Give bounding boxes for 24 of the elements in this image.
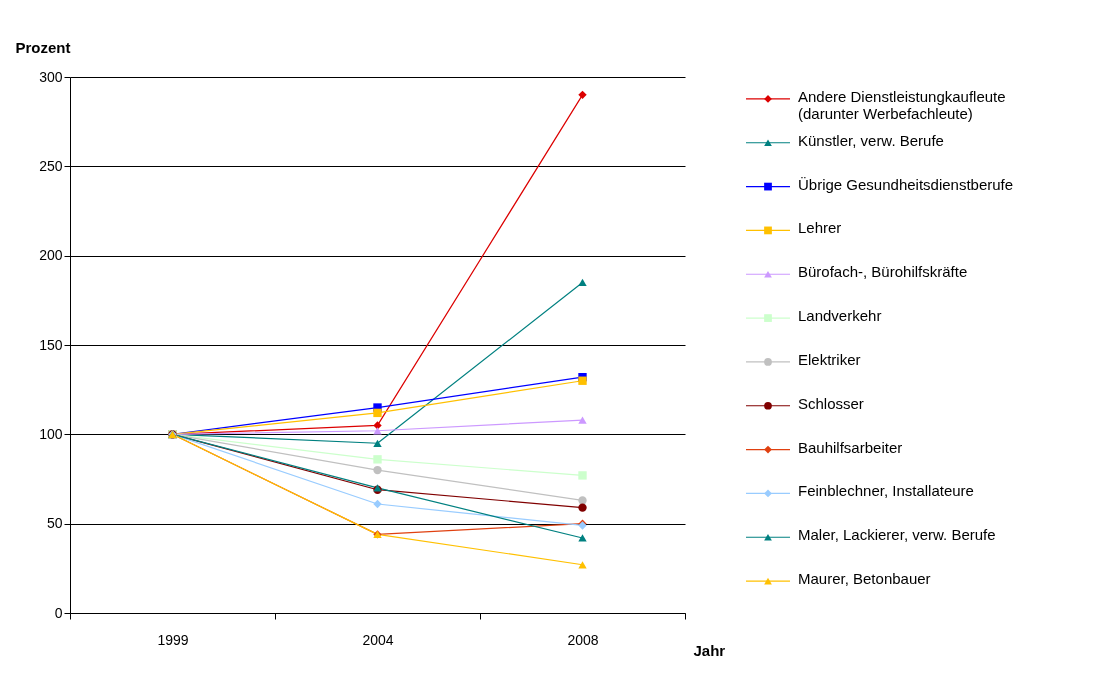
y-axis-title: Prozent	[15, 38, 71, 56]
legend-label: Landverkehr	[798, 307, 882, 325]
legend-label: Elektriker	[798, 350, 861, 368]
legend-label: Andere Dienstleistungkaufleute (darunter Werbefachleute)	[798, 87, 1006, 122]
x-tick-label: 1999	[157, 631, 189, 648]
legend-label: Schlosser	[798, 394, 864, 412]
y-tick-label: 0	[54, 604, 63, 621]
y-tick-label: 200	[39, 247, 63, 264]
legend-label: Maler, Lackierer, verw. Berufe	[798, 526, 996, 544]
legend-label: Bauhilfsarbeiter	[798, 438, 903, 456]
y-tick-label: 50	[46, 515, 63, 532]
x-tick-label: 2008	[567, 631, 599, 648]
y-tick-label: 250	[39, 157, 63, 174]
x-axis-title: Jahr	[693, 641, 726, 659]
y-tick-label: 100	[39, 425, 63, 442]
legend-label: Künstler, verw. Berufe	[798, 131, 944, 149]
y-tick-label: 300	[39, 68, 63, 85]
x-tick-label: 2004	[362, 631, 394, 648]
legend-label: Feinblechner, Installateure	[798, 482, 974, 500]
legend-label: Bürofach-, Bürohilfskräfte	[798, 263, 968, 281]
legend-label: Übrige Gesundheitsdienstberufe	[798, 175, 1014, 193]
legend-label: Maurer, Betonbauer	[798, 570, 931, 588]
y-tick-label: 150	[39, 336, 63, 353]
legend-label: Lehrer	[798, 219, 842, 237]
